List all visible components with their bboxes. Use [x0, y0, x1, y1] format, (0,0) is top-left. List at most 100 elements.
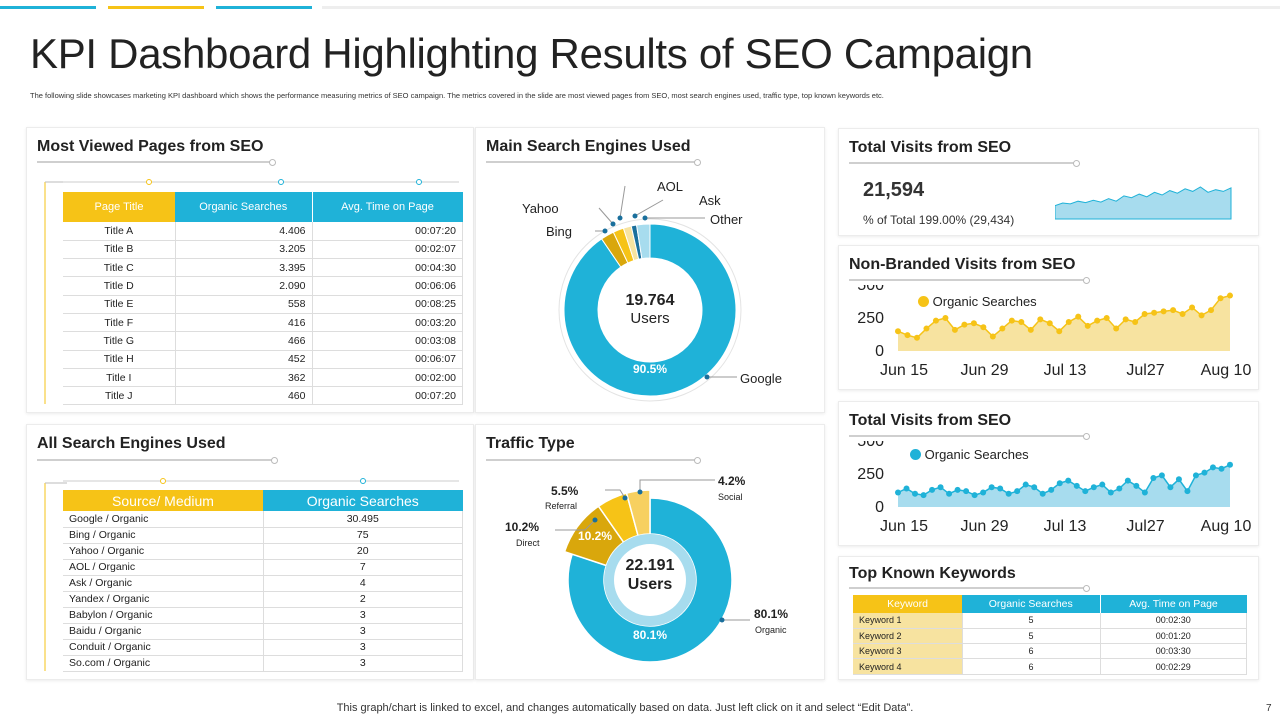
table-cell: 30.495	[263, 511, 463, 528]
data-point	[903, 485, 910, 492]
direct-pct: 10.2%	[505, 520, 540, 534]
data-point	[951, 326, 958, 333]
data-point	[1107, 489, 1114, 496]
table-row: Title I 362 00:02:00	[63, 368, 463, 388]
table-cell: Keyword 4	[853, 658, 963, 675]
google-label: Google	[740, 371, 782, 386]
data-point	[1122, 316, 1129, 323]
table-cell: 00:06:06	[312, 276, 463, 296]
data-point	[980, 489, 987, 496]
table-cell: 00:02:30	[1100, 613, 1247, 629]
table-cell: Title J	[63, 386, 176, 406]
table-cell: Baidu / Organic	[63, 623, 264, 640]
title-underline	[849, 433, 1090, 440]
all-engines-body: Google / Organic 30.495 Bing / Organic 75 Ya…	[63, 511, 463, 672]
table-cell: 3.395	[175, 258, 313, 278]
total-visits-chart: 500 250 0 Jun 15 Jun 29 Jul 13 Jul27 Aug 10	[857, 441, 1251, 535]
data-point	[1227, 461, 1233, 468]
table-cell: Title E	[63, 295, 176, 314]
data-point	[1133, 482, 1140, 489]
google-pct: 90.5%	[632, 362, 668, 376]
data-point	[1141, 489, 1148, 496]
table-row: Keyword 4 6 00:02:29	[853, 658, 1247, 675]
leader-line-yahoo	[598, 207, 614, 225]
title-underline	[37, 457, 278, 464]
slice-google	[563, 223, 737, 397]
table-cell: Title D	[63, 276, 176, 296]
leader-line-referral	[605, 489, 626, 499]
leader-line-aol	[619, 185, 626, 219]
all-engines-panel: All Search Engines Used Source/ Medium O…	[26, 424, 474, 680]
data-point	[1094, 317, 1101, 324]
data-point	[1151, 309, 1158, 316]
main-engines-center-value: 19.764	[625, 292, 675, 309]
x-tick-label: Jul 13	[1044, 518, 1087, 535]
table-row: Title A 4.406 00:07:20	[63, 222, 463, 241]
table-cell: Title F	[63, 313, 176, 333]
table-cell: 2.090	[175, 276, 313, 296]
data-point	[895, 489, 901, 496]
table-row: Title H 452 00:06:07	[63, 350, 463, 369]
table-cell: 460	[175, 386, 313, 406]
table-cell: 20	[263, 543, 463, 560]
table-cell: 00:06:07	[312, 350, 463, 369]
yahoo-label: Yahoo	[522, 201, 559, 216]
aol-label: AOL	[657, 179, 684, 194]
data-point	[1116, 485, 1123, 492]
table-cell: Keyword 1	[853, 613, 963, 629]
col-keyword: Keyword	[853, 595, 962, 613]
data-point	[895, 328, 901, 335]
table-row: Babylon / Organic 3	[63, 607, 463, 624]
x-tick-label: Jul27	[1126, 362, 1164, 379]
total-visits-top-title: Total Visits from SEO	[849, 139, 1012, 156]
traffic-center-label: Users	[627, 576, 673, 593]
total-visits-legend: Organic Searches	[910, 447, 1029, 462]
data-point	[1027, 326, 1034, 333]
data-point	[989, 333, 996, 340]
bing-label: Bing	[546, 224, 573, 239]
table-cell: AOL / Organic	[63, 559, 264, 576]
data-point	[1167, 484, 1174, 491]
leader-line-ask	[634, 199, 664, 217]
page-title: KPI Dashboard Highlighting Results of SE…	[30, 30, 1033, 77]
referral-label: Referral	[545, 501, 578, 511]
data-point	[980, 324, 987, 331]
title-underline	[849, 160, 1080, 167]
traffic-donut	[555, 479, 750, 663]
table-cell: Conduit / Organic	[63, 639, 264, 656]
table-cell: 00:04:30	[312, 258, 463, 278]
table-cell: Google / Organic	[63, 511, 264, 528]
table-cell: Yahoo / Organic	[63, 543, 264, 560]
data-point	[1227, 292, 1233, 299]
table-cell: Title I	[63, 368, 176, 388]
col-source-medium: Source/ Medium	[63, 490, 263, 511]
table-cell: So.com / Organic	[63, 655, 264, 672]
data-point	[997, 485, 1004, 492]
organic-pct: 80.1%	[754, 607, 789, 621]
table-row: AOL / Organic 7	[63, 559, 463, 576]
header-decoration	[63, 179, 459, 185]
data-point	[1150, 474, 1157, 481]
data-point	[1124, 477, 1131, 484]
data-point	[1201, 469, 1208, 476]
data-point	[1099, 481, 1106, 488]
table-cell: Title A	[63, 222, 176, 241]
data-point	[1179, 311, 1186, 318]
table-cell: 416	[175, 313, 313, 333]
data-point	[1141, 311, 1148, 318]
title-underline	[486, 457, 701, 464]
table-cell: 6	[962, 643, 1101, 660]
data-point	[1217, 295, 1224, 302]
most-viewed-table-wrap: Page Title Organic Searches Avg. Time on…	[63, 192, 463, 406]
legend-dot	[910, 449, 921, 460]
keywords-title: Top Known Keywords	[849, 565, 1016, 582]
data-point	[1018, 318, 1025, 325]
nonbranded-panel: Non-Branded Visits from SEO	[838, 245, 1259, 390]
data-point	[1082, 488, 1089, 495]
leader-dot-aol	[617, 215, 623, 221]
ask-label: Ask	[699, 193, 721, 208]
leader-line-social	[639, 479, 715, 492]
table-cell: Babylon / Organic	[63, 607, 264, 624]
table-cell: 00:03:30	[1100, 643, 1247, 660]
traffic-inner-direct: 10.2%	[578, 529, 613, 543]
